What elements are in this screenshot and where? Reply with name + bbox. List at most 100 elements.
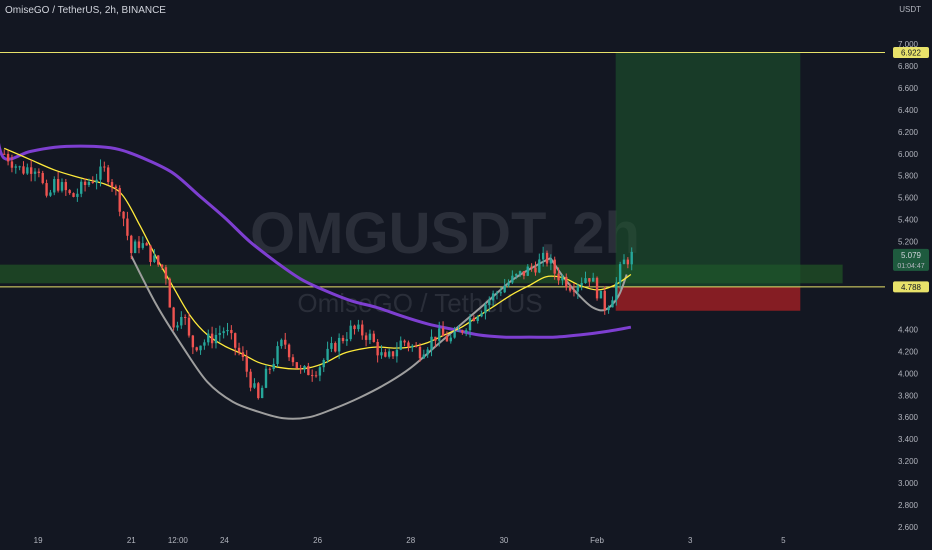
- candle-body[interactable]: [603, 290, 606, 311]
- candle-body[interactable]: [118, 188, 121, 212]
- candle-body[interactable]: [599, 290, 603, 299]
- candle-body[interactable]: [364, 335, 368, 340]
- candle-body[interactable]: [149, 245, 152, 262]
- candle-body[interactable]: [507, 282, 510, 286]
- candle-body[interactable]: [530, 266, 533, 268]
- candle-body[interactable]: [318, 367, 322, 376]
- candle-body[interactable]: [391, 351, 395, 357]
- candle-body[interactable]: [287, 344, 291, 358]
- candle-body[interactable]: [445, 336, 449, 342]
- candle-body[interactable]: [499, 292, 503, 294]
- candle-body[interactable]: [545, 252, 549, 264]
- candle-body[interactable]: [615, 282, 618, 301]
- candle-body[interactable]: [403, 340, 406, 343]
- candle-body[interactable]: [618, 264, 622, 283]
- candle-body[interactable]: [511, 275, 514, 283]
- candle-body[interactable]: [592, 277, 595, 282]
- candle-body[interactable]: [272, 363, 275, 370]
- candle-body[interactable]: [249, 371, 252, 388]
- candle-body[interactable]: [145, 243, 148, 246]
- candle-body[interactable]: [130, 235, 133, 254]
- candle-body[interactable]: [588, 278, 591, 282]
- price-axis[interactable]: 7.000 6.800 6.600 6.400 6.200 6.000 5.800 5.600…: [893, 40, 929, 532]
- candle-body[interactable]: [91, 181, 94, 183]
- candle-body[interactable]: [303, 365, 306, 370]
- candle-body[interactable]: [565, 276, 568, 288]
- candle-body[interactable]: [441, 328, 445, 337]
- candle-body[interactable]: [353, 325, 356, 330]
- candle-body[interactable]: [626, 259, 630, 265]
- candle-body[interactable]: [103, 166, 106, 168]
- candle-body[interactable]: [491, 293, 495, 301]
- candle-body[interactable]: [241, 352, 245, 357]
- candle-body[interactable]: [153, 255, 156, 262]
- candle-body[interactable]: [234, 333, 237, 348]
- candle-body[interactable]: [230, 329, 233, 334]
- candle-body[interactable]: [191, 335, 195, 348]
- candle-body[interactable]: [99, 166, 102, 180]
- candle-body[interactable]: [176, 325, 179, 328]
- candle-body[interactable]: [349, 325, 352, 340]
- candle-body[interactable]: [83, 181, 87, 186]
- candle-body[interactable]: [399, 340, 402, 350]
- candle-body[interactable]: [222, 331, 225, 334]
- stop-loss-zone[interactable]: [615, 286, 801, 311]
- candle-body[interactable]: [253, 383, 256, 388]
- candle-body[interactable]: [557, 273, 560, 281]
- candle-body[interactable]: [203, 342, 206, 346]
- candle-body[interactable]: [461, 330, 464, 333]
- candle-body[interactable]: [361, 324, 364, 336]
- candle-body[interactable]: [553, 259, 556, 274]
- candle-body[interactable]: [295, 362, 298, 369]
- candle-body[interactable]: [64, 182, 68, 191]
- candle-body[interactable]: [418, 346, 422, 359]
- candle-body[interactable]: [561, 276, 564, 281]
- candle-body[interactable]: [311, 375, 314, 377]
- candle-body[interactable]: [314, 375, 318, 377]
- candle-body[interactable]: [164, 267, 168, 279]
- candle-body[interactable]: [226, 329, 229, 332]
- candle-body[interactable]: [387, 351, 391, 357]
- candle-body[interactable]: [376, 341, 379, 356]
- candle-body[interactable]: [22, 166, 25, 174]
- candle-body[interactable]: [457, 330, 460, 332]
- candle-body[interactable]: [611, 300, 614, 308]
- candle-body[interactable]: [195, 347, 198, 351]
- candle-body[interactable]: [260, 387, 264, 399]
- candle-body[interactable]: [484, 304, 487, 314]
- candle-body[interactable]: [141, 243, 145, 248]
- candle-body[interactable]: [284, 339, 287, 345]
- candle-body[interactable]: [372, 333, 375, 342]
- candle-body[interactable]: [426, 349, 429, 355]
- candle-body[interactable]: [395, 349, 399, 357]
- candle-body[interactable]: [199, 345, 202, 351]
- time-axis[interactable]: 19 21 12:00 24 26 28 30 Feb 3 5: [34, 536, 786, 545]
- candle-body[interactable]: [322, 359, 325, 368]
- candle-body[interactable]: [568, 287, 572, 291]
- candle-body[interactable]: [584, 278, 587, 284]
- candle-body[interactable]: [280, 339, 283, 347]
- candle-body[interactable]: [595, 277, 599, 299]
- candle-body[interactable]: [114, 186, 118, 189]
- candle-body[interactable]: [518, 271, 522, 275]
- candle-body[interactable]: [468, 317, 472, 331]
- candle-body[interactable]: [580, 283, 583, 286]
- candle-body[interactable]: [237, 347, 241, 353]
- candle-body[interactable]: [522, 271, 526, 276]
- candle-body[interactable]: [257, 383, 260, 399]
- candle-body[interactable]: [414, 345, 418, 347]
- candle-body[interactable]: [53, 179, 56, 193]
- candle-body[interactable]: [72, 193, 75, 197]
- candle-body[interactable]: [60, 182, 64, 191]
- candle-body[interactable]: [168, 278, 171, 308]
- candle-body[interactable]: [245, 356, 248, 372]
- candle-body[interactable]: [14, 166, 17, 168]
- candle-body[interactable]: [622, 259, 626, 265]
- candle-body[interactable]: [326, 348, 329, 360]
- candle-body[interactable]: [218, 333, 221, 335]
- candle-body[interactable]: [172, 307, 175, 328]
- candle-body[interactable]: [380, 352, 383, 356]
- profit-target-zone[interactable]: [615, 52, 801, 287]
- candle-body[interactable]: [341, 337, 345, 342]
